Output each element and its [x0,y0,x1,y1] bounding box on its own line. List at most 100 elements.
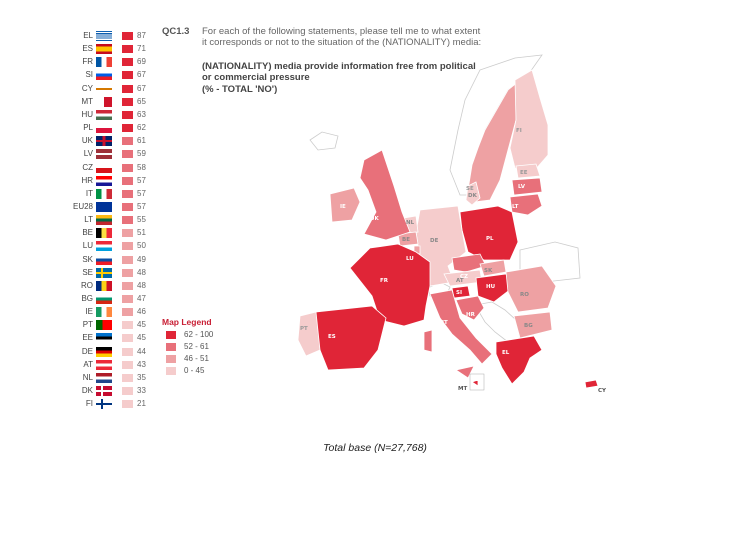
map-label: BE [402,237,410,243]
flag-icon [96,123,112,134]
country-value: 45 [137,333,146,343]
value-swatch [122,150,133,159]
country-code: LT [84,215,93,225]
country-code: RO [81,280,93,290]
ranking-row: DE 44 [60,346,160,358]
country-hu [475,273,513,303]
country-value: 45 [137,320,146,330]
value-swatch [122,255,133,264]
country-code: BE [82,228,93,238]
value-swatch [122,308,133,317]
map-label: BG [524,323,533,329]
value-swatch [122,163,133,172]
ranking-row: AT 43 [60,359,160,371]
country-code: PT [82,320,93,330]
question-text: For each of the following statements, pl… [202,26,482,48]
country-code: SE [82,267,93,277]
flag-icon [96,372,112,383]
ranking-row: BE 51 [60,227,160,239]
flag-icon [96,201,112,212]
country-code: CY [81,83,93,93]
country-lv [511,177,543,196]
country-pt [297,311,321,357]
country-value: 35 [137,372,146,382]
flag-icon [96,320,112,331]
value-swatch [122,334,133,343]
value-swatch [122,373,133,382]
country-code: HU [81,109,93,119]
country-code: HR [81,175,93,185]
map-label: RO [520,292,529,298]
country-value: 50 [137,241,146,251]
country-value: 57 [137,188,146,198]
country-code: IE [85,307,93,317]
country-value: 63 [137,109,146,119]
flag-icon [96,241,112,252]
country-fr [349,243,431,327]
country-be [397,231,419,247]
country-ie [329,187,361,223]
map-label: IE [340,204,346,210]
ranking-row: FI 21 [60,398,160,410]
flag-icon [96,149,112,160]
country-value: 49 [137,254,146,264]
question-code: QC1.3 [162,26,190,37]
country-value: 21 [137,399,146,409]
ranking-row: IE 46 [60,306,160,318]
ranking-row: ES 71 [60,43,160,55]
flag-icon [96,399,112,410]
country-code: EE [82,333,93,343]
legend-label: 62 - 100 [184,330,214,339]
country-mt [471,379,479,387]
flag-icon [96,188,112,199]
country-it-sardinia [423,329,433,353]
ranking-row: MT 65 [60,96,160,108]
country-code: EU28 [72,201,93,211]
country-code: LV [83,149,93,159]
country-value: 65 [137,96,146,106]
flag-icon [96,96,112,107]
flag-icon [96,83,112,94]
country-code: AT [83,359,93,369]
country-value: 57 [137,201,146,211]
ranking-row: UK 61 [60,135,160,147]
value-swatch [122,268,133,277]
country-code: SK [82,254,93,264]
ranking-row: SI 67 [60,69,160,81]
map-label: DK [468,193,478,199]
legend-title: Map Legend [162,317,212,327]
ranking-row: DK 33 [60,385,160,397]
map-legend: Map Legend 62 - 100 52 - 61 46 - 51 0 - … [162,317,272,377]
country-el [495,335,543,385]
ranking-row: IT 57 [60,188,160,200]
flag-icon [96,359,112,370]
legend-swatch [166,367,176,375]
ranking-row: LU 50 [60,240,160,252]
country-value: 43 [137,359,146,369]
country-value: 61 [137,136,146,146]
value-swatch [122,32,133,40]
country-value: 48 [137,280,146,290]
legend-swatch [166,355,176,363]
ranking-row: HR 57 [60,175,160,187]
flag-icon [96,175,112,186]
land-iceland [309,131,339,151]
value-swatch [122,189,133,198]
map-label: SI [456,290,462,296]
map-label: CZ [460,274,468,280]
map-label: PL [486,236,494,242]
map-label: UK [370,216,379,222]
value-swatch [122,281,133,290]
country-code: DE [81,346,93,356]
map-label: FI [516,128,522,134]
ranking-row: CY 67 [60,83,160,95]
value-swatch [122,242,133,251]
country-dk [465,181,481,206]
map-label: LT [512,204,519,210]
ranking-row: HU 63 [60,109,160,121]
legend-label: 0 - 45 [184,366,205,375]
country-code: DK [81,386,93,396]
map-label: DE [430,238,439,244]
map-label: ES [328,334,336,340]
country-code: FR [82,57,93,67]
